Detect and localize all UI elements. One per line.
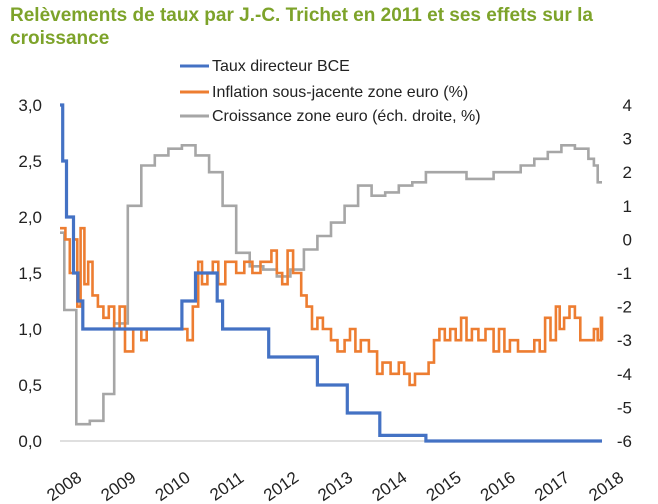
right-tick-label: -4 [617,365,632,384]
left-tick-label: 2,0 [18,208,42,227]
series-line-1 [60,226,604,387]
left-tick-label: 0,5 [18,376,42,395]
x-tick-label: 2012 [260,468,302,504]
legend: Taux directeur BCE Inflation sous-jacente… [180,58,481,125]
series-lines [60,103,604,443]
series-line-0 [60,103,602,443]
left-tick-label: 2,5 [18,152,42,171]
right-axis-ticks: 4 3 2 1 0 -1 -2 -3 -4 -5 -6 [617,96,632,451]
x-tick-label: 2014 [369,468,411,504]
x-tick-label: 2015 [423,468,465,504]
right-tick-label: 4 [623,96,632,115]
right-tick-label: 1 [623,197,632,216]
left-tick-label: 0,0 [18,432,42,451]
legend-label-0: Taux directeur BCE [212,58,350,75]
right-tick-label: -5 [617,398,632,417]
right-tick-label: 0 [623,230,632,249]
x-tick-label: 2016 [477,468,519,504]
left-tick-label: 3,0 [18,96,42,115]
x-tick-label: 2009 [98,468,140,504]
x-tick-label: 2008 [43,468,85,504]
x-tick-label: 2011 [206,468,247,504]
left-tick-label: 1,5 [18,264,42,283]
legend-label-2: Croissance zone euro (éch. droite, %) [212,108,481,125]
right-tick-label: -6 [617,432,632,451]
right-tick-label: 3 [623,130,632,149]
left-tick-label: 1,0 [18,320,42,339]
x-tick-label: 2010 [152,468,194,504]
x-tick-label: 2018 [585,468,627,504]
series-line-2 [60,144,602,426]
x-tick-label: 2017 [531,468,573,504]
right-tick-label: -1 [617,264,632,283]
right-tick-label: -2 [617,298,632,317]
x-tick-label: 2013 [314,468,356,504]
x-axis-ticks: 2008 2009 2010 2011 2012 2013 2014 2015 2016 2017… [43,468,627,504]
left-axis-ticks: 3,0 2,5 2,0 1,5 1,0 0,5 0,0 [18,96,42,451]
right-tick-label: 2 [623,163,632,182]
chart-title: Relèvements de taux par J.-C. Trichet en… [10,5,593,49]
legend-label-1: Inflation sous-jacente zone euro (%) [212,84,468,101]
right-tick-label: -3 [617,331,632,350]
